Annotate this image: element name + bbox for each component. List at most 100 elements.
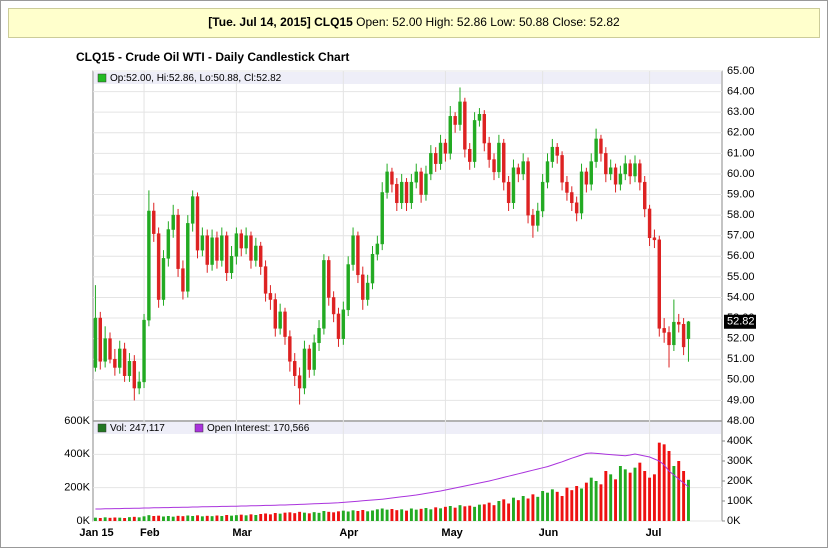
y-tick-label: 0K — [77, 515, 91, 527]
candle-body — [268, 293, 273, 300]
volume-bar — [127, 517, 131, 521]
candle-body — [662, 328, 666, 333]
candle-body — [327, 260, 331, 298]
volume-bar — [298, 511, 302, 521]
volume-bar — [191, 516, 195, 521]
volume-bar — [137, 517, 141, 521]
candle-body — [574, 202, 579, 214]
volume-bar — [230, 515, 233, 521]
volume-bar — [487, 502, 491, 521]
candle-body — [424, 173, 428, 195]
candle-body — [443, 142, 448, 154]
volume-bar — [463, 506, 467, 521]
header-quote: Open: 52.00 High: 52.86 Low: 50.88 Close… — [356, 15, 620, 29]
volume-bar — [512, 497, 515, 521]
volume-bar — [366, 511, 370, 521]
volume-bar — [264, 513, 268, 521]
candle-body — [98, 317, 102, 362]
candle-body — [589, 161, 593, 185]
candle-body — [385, 171, 389, 193]
candle-body — [156, 233, 161, 300]
candle-body — [550, 146, 555, 162]
volume-bar — [643, 471, 647, 521]
candle-body — [429, 153, 433, 175]
volume-bar — [633, 467, 637, 521]
volume-bar — [609, 474, 613, 521]
volume-bar — [414, 509, 418, 521]
y2-tick-label: 200K — [727, 475, 753, 487]
volume-bar — [599, 484, 603, 521]
volume-bar — [351, 510, 355, 521]
y-tick-label: 48.00 — [727, 415, 755, 427]
candle-body — [229, 256, 234, 274]
volume-bar — [157, 515, 161, 521]
volume-bar — [516, 500, 520, 521]
header-symbol: CLQ15 — [314, 15, 353, 29]
legend-swatch — [194, 423, 204, 433]
candle-body — [302, 348, 307, 389]
candle-body — [215, 237, 219, 261]
y2-tick-label: 300K — [727, 455, 753, 467]
header: [Tue. Jul 14, 2015] CLQ15 Open: 52.00 Hi… — [208, 15, 620, 29]
x-tick-label: Feb — [140, 527, 160, 539]
volume-bar — [118, 517, 122, 521]
candle-body — [511, 167, 516, 204]
candle-body — [375, 243, 380, 255]
y-tick-label: 55.00 — [727, 271, 755, 283]
y-tick-label: 54.00 — [727, 291, 755, 303]
candle-body — [380, 192, 384, 245]
volume-bar — [312, 512, 316, 521]
volume-bar — [652, 474, 656, 521]
candle-body — [652, 237, 657, 241]
x-tick-label: Apr — [339, 527, 359, 539]
volume-bar — [497, 501, 501, 521]
volume-bar — [521, 496, 525, 521]
volume-bar — [210, 516, 214, 521]
y2-tick-label: 0K — [727, 515, 741, 527]
candle-body — [506, 181, 511, 204]
candle-body — [322, 260, 326, 329]
candle-body — [258, 245, 263, 267]
candle-body — [536, 210, 540, 226]
y-tick-label: 64.00 — [727, 85, 755, 97]
candle-body — [672, 321, 676, 346]
volume-bar — [502, 499, 506, 521]
last-price-box — [724, 314, 756, 329]
volume-bar — [546, 492, 549, 521]
candle-body — [137, 381, 141, 389]
volume-bar — [550, 489, 554, 521]
volume-bar — [200, 516, 204, 521]
candle-body — [336, 313, 341, 339]
volume-bar — [677, 461, 681, 521]
volume-bar — [419, 508, 423, 521]
volume-bar — [273, 513, 277, 521]
candle-body — [176, 214, 180, 269]
y-tick-label: 52.00 — [727, 333, 755, 345]
volume-bar — [589, 477, 593, 521]
candle-body — [108, 338, 112, 360]
candle-body — [166, 229, 171, 259]
volume-bar — [541, 491, 545, 521]
volume-bar — [385, 509, 389, 521]
candle-body — [540, 181, 545, 212]
candle-body — [224, 235, 229, 274]
candle-body — [186, 223, 190, 292]
candle-body — [623, 163, 627, 175]
candle-body — [594, 138, 598, 162]
last-price-label: 52.82 — [727, 316, 755, 328]
volume-bar — [429, 509, 433, 521]
volume-bar — [687, 479, 690, 521]
y-tick-label: 400K — [64, 448, 90, 460]
candle-body — [521, 161, 525, 175]
volume-bar — [132, 516, 136, 521]
candle-body — [103, 338, 107, 362]
candle-body — [254, 245, 258, 261]
volume-bar — [268, 514, 272, 521]
candle-body — [448, 116, 452, 154]
candle-body — [312, 342, 316, 370]
volume-bar — [220, 516, 224, 521]
volume-bar — [560, 496, 564, 521]
candle-body — [399, 181, 404, 204]
candle-body — [161, 258, 166, 300]
candle-body — [633, 163, 637, 177]
